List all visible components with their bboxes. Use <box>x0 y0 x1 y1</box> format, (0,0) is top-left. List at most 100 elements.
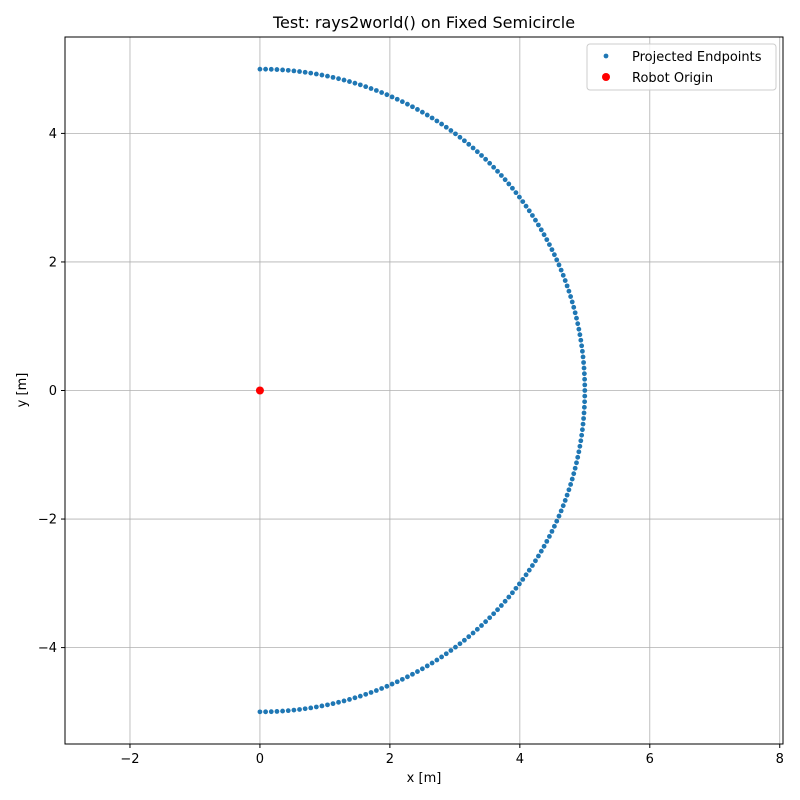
projected-endpoint-point <box>368 86 374 91</box>
projected-endpoint-point <box>483 619 489 625</box>
chart-title: Test: rays2world() on Fixed Semicircle <box>272 13 575 32</box>
projected-endpoint-point <box>434 657 440 663</box>
projected-endpoint-point <box>571 304 577 310</box>
projected-endpoint-point <box>498 173 504 178</box>
projected-endpoint-point <box>479 623 484 628</box>
projected-endpoint-point <box>582 393 588 399</box>
projected-endpoint-point <box>520 576 526 582</box>
projected-endpoint-point <box>566 487 572 493</box>
x-tick-label: 0 <box>256 752 264 767</box>
projected-endpoint-point <box>556 513 562 519</box>
projected-endpoint-point <box>541 543 547 549</box>
projected-endpoint-point <box>491 164 497 170</box>
projected-endpoint-point <box>379 90 385 95</box>
projected-endpoint-point <box>439 654 445 660</box>
projected-endpoint-point <box>384 92 390 98</box>
projected-endpoint-point <box>405 101 410 107</box>
projected-endpoint-point <box>547 242 552 248</box>
legend-label-projected-endpoints: Projected Endpoints <box>632 50 762 65</box>
projected-endpoint-point <box>325 702 330 708</box>
projected-endpoint-point <box>581 371 587 377</box>
projected-endpoint-point <box>581 365 587 371</box>
projected-endpoint-point <box>373 88 379 93</box>
projected-endpoint-point <box>523 203 529 209</box>
projected-endpoint-point <box>257 66 263 72</box>
projected-endpoint-point <box>495 168 500 174</box>
projected-endpoint-point <box>319 72 325 78</box>
projected-endpoint-point <box>516 194 522 200</box>
projected-endpoint-point <box>474 149 480 155</box>
projected-endpoint-point <box>580 354 586 360</box>
projected-endpoint-point <box>502 177 508 183</box>
projected-endpoint-point <box>566 288 572 294</box>
projected-endpoint-point <box>536 222 541 228</box>
projected-endpoint-point <box>419 109 425 115</box>
projected-endpoint-point <box>562 498 568 503</box>
legend: Projected Endpoints Robot Origin <box>586 43 777 91</box>
projected-endpoint-point <box>429 660 435 666</box>
projected-endpoint-point <box>291 68 297 74</box>
y-tick-label: −2 <box>38 513 57 528</box>
projected-endpoint-point <box>410 104 415 110</box>
projected-endpoint-point <box>424 663 430 669</box>
projected-endpoint-point <box>581 416 586 421</box>
projected-endpoint-point <box>457 134 463 140</box>
projected-endpoint-point <box>470 145 476 151</box>
projected-endpoint-point <box>302 706 308 712</box>
x-tick-label: 4 <box>516 752 524 767</box>
projected-endpoint-point <box>541 232 547 238</box>
projected-endpoint-point <box>384 683 390 689</box>
projected-endpoint-point <box>487 160 493 166</box>
projected-endpoint-point <box>313 704 319 710</box>
projected-endpoint-point <box>510 185 515 191</box>
projected-endpoint-point <box>399 676 405 682</box>
projected-endpoint-point <box>549 247 555 253</box>
projected-endpoint-point <box>424 112 430 118</box>
legend-marker-robot-origin <box>602 73 610 81</box>
x-axis-label: x [m] <box>407 771 442 786</box>
projected-endpoint-point <box>572 310 578 316</box>
projected-endpoint-point <box>513 190 519 196</box>
projected-endpoint-point <box>394 679 400 685</box>
projected-endpoint-point <box>564 283 570 289</box>
projected-endpoint-point <box>263 709 269 715</box>
projected-endpoint-point <box>568 294 574 299</box>
projected-endpoint-point <box>564 492 570 498</box>
projected-endpoint-point <box>268 709 274 715</box>
projected-endpoint-point <box>297 707 302 712</box>
projected-endpoint-point <box>579 427 585 433</box>
projected-endpoint-point <box>453 131 458 137</box>
projected-endpoint-point <box>576 326 582 332</box>
projected-endpoint-point <box>341 77 347 83</box>
projected-endpoint-point <box>415 107 420 112</box>
projected-endpoint-point <box>308 70 314 76</box>
projected-endpoint-point <box>268 66 274 72</box>
projected-endpoint-point <box>536 553 541 559</box>
x-tick-label: −2 <box>120 752 139 767</box>
projected-endpoint-point <box>357 693 363 699</box>
axes: −2 0 2 4 6 8 −4 −2 0 2 4 <box>38 127 784 767</box>
projected-endpoint-point <box>429 115 435 121</box>
projected-endpoint-point <box>389 681 395 687</box>
projected-endpoint-point <box>434 118 440 124</box>
projected-endpoint-point <box>554 518 560 524</box>
legend-marker-projected-endpoints <box>603 53 609 59</box>
projected-endpoint-point <box>578 438 584 444</box>
projected-endpoint-point <box>461 637 467 643</box>
projected-endpoint-point <box>530 563 535 568</box>
projected-endpoint-point <box>574 460 579 466</box>
projected-endpoint-point <box>558 267 564 273</box>
projected-endpoint-point <box>491 611 497 617</box>
projected-endpoint-point <box>579 348 585 354</box>
projected-endpoint-point <box>560 503 566 509</box>
projected-endpoint-point <box>582 399 588 405</box>
projected-endpoint-point <box>495 607 500 613</box>
projected-endpoint-point <box>347 697 352 702</box>
projected-endpoint-point <box>336 76 341 82</box>
projected-endpoint-point <box>513 585 519 591</box>
projected-endpoint-point <box>336 699 341 705</box>
projected-endpoint-point <box>313 71 319 77</box>
projected-endpoint-point <box>448 128 454 133</box>
projected-endpoint-point <box>572 465 578 471</box>
